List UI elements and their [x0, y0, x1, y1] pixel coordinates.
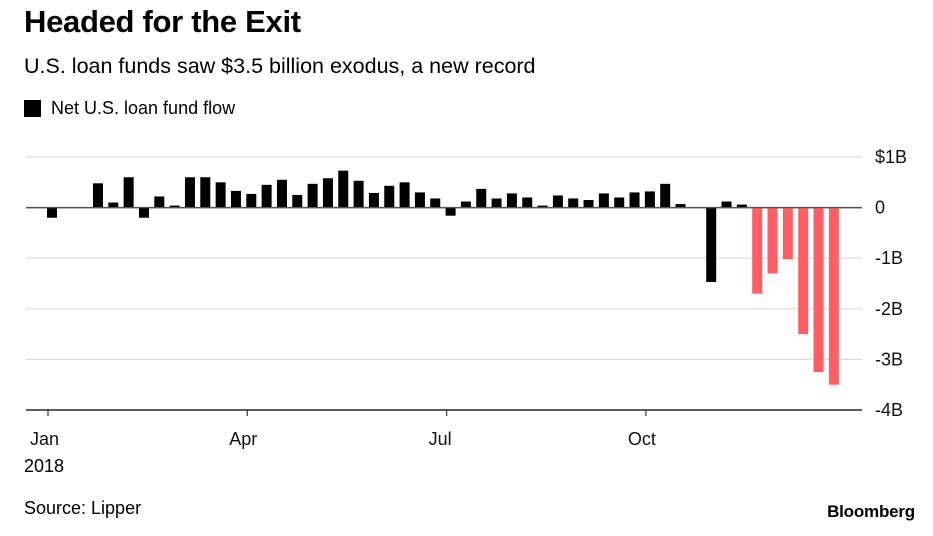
bar	[445, 207, 456, 216]
bar	[660, 183, 671, 208]
x-tick-label: Apr	[229, 429, 257, 449]
bar	[752, 207, 763, 294]
bar	[47, 207, 57, 218]
y-tick-label: 0	[875, 198, 885, 218]
bar	[552, 195, 563, 208]
y-tick-label: $1B	[875, 147, 907, 167]
bar	[368, 192, 379, 208]
bar	[644, 191, 655, 208]
gridlines	[26, 156, 862, 360]
source-note: Source: Lipper	[24, 498, 142, 518]
bar	[261, 184, 272, 208]
bar	[598, 193, 609, 208]
bar	[537, 205, 548, 208]
x-tick-label: Oct	[628, 429, 656, 449]
x-axis	[26, 409, 862, 416]
bar	[767, 207, 778, 274]
bar	[414, 192, 425, 208]
x-tick-label: Jan	[30, 429, 59, 449]
bar	[706, 207, 717, 282]
bar	[813, 207, 824, 373]
bar	[798, 207, 809, 335]
bar	[154, 196, 165, 208]
chart-subtitle: U.S. loan funds saw $3.5 billion exodus,…	[24, 54, 536, 78]
bar	[322, 178, 333, 208]
bar	[338, 170, 349, 208]
bar	[476, 188, 487, 208]
legend: Net U.S. loan fund flow	[24, 98, 235, 119]
bar	[307, 183, 318, 208]
bar	[506, 193, 517, 208]
legend-swatch	[24, 100, 41, 117]
bar	[276, 179, 287, 208]
bar	[828, 207, 839, 385]
bar	[568, 198, 579, 208]
bar	[169, 205, 180, 208]
bar	[675, 204, 686, 208]
bar	[230, 190, 241, 208]
bar	[399, 182, 410, 208]
bars	[26, 170, 862, 385]
bar	[384, 185, 395, 208]
chart-title: Headed for the Exit	[24, 4, 301, 39]
bar	[108, 202, 119, 208]
bar	[491, 198, 502, 208]
bar	[200, 177, 211, 208]
bar	[721, 201, 732, 208]
bar	[460, 201, 471, 208]
bar	[215, 182, 226, 208]
bar	[353, 180, 364, 208]
bar	[138, 207, 149, 218]
bar	[782, 207, 793, 260]
bar	[522, 197, 533, 208]
bar	[184, 177, 195, 208]
bar	[292, 194, 303, 208]
x-axis-labels: Jan Apr Jul Oct	[30, 429, 656, 449]
y-tick-label: -2B	[875, 299, 903, 319]
y-axis-labels: $1B 0 -1B -2B -3B -4B	[875, 147, 907, 420]
bar	[629, 192, 640, 208]
bloomberg-logo: Bloomberg	[827, 502, 915, 521]
y-tick-label: -4B	[875, 400, 903, 420]
bar	[246, 193, 257, 208]
bar	[123, 177, 134, 208]
x-axis-year-label: 2018	[24, 456, 65, 476]
bar	[583, 200, 594, 208]
bar	[614, 197, 625, 208]
bar	[430, 198, 441, 208]
bar	[736, 204, 747, 208]
legend-label: Net U.S. loan fund flow	[51, 98, 236, 118]
y-tick-label: -3B	[875, 349, 903, 369]
bar	[92, 183, 103, 208]
x-tick-label: Jul	[429, 429, 452, 449]
y-tick-label: -1B	[875, 248, 903, 268]
